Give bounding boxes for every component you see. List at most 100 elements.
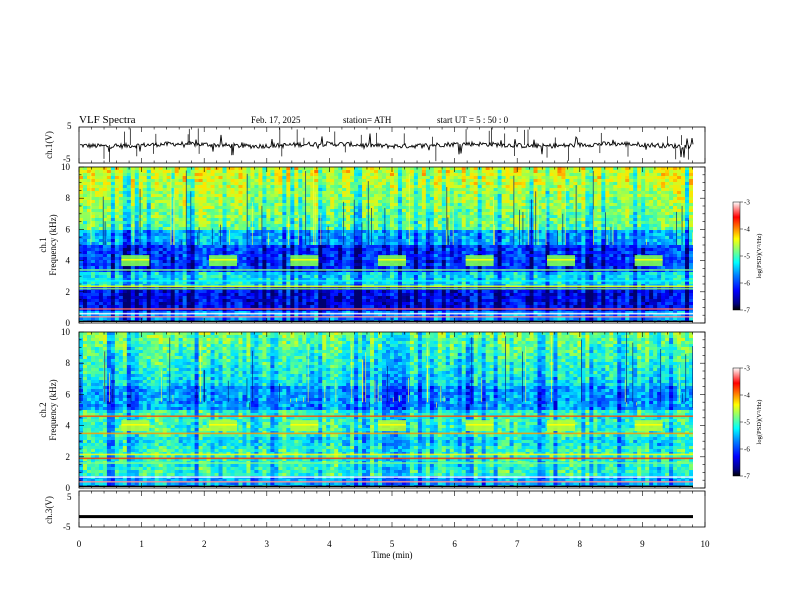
spectrogram-cell	[509, 185, 515, 189]
spectrogram-cell	[146, 251, 152, 255]
spectrogram-cell	[338, 248, 343, 252]
spectrogram-cell	[118, 176, 124, 180]
spectrogram-cell	[557, 248, 562, 252]
spectrogram-cell	[509, 236, 515, 240]
spectrogram-cell	[501, 239, 507, 243]
spectrogram-cell	[593, 206, 598, 210]
spectrogram-cell	[505, 224, 511, 228]
spectrogram-cell	[617, 251, 622, 255]
spectrogram-cell	[226, 167, 232, 171]
spectrogram-cell	[609, 251, 614, 255]
spectrogram-cell	[238, 224, 243, 228]
spectrogram-cell	[661, 176, 666, 180]
spectrogram-cell	[218, 176, 224, 180]
spectrogram-cell	[589, 179, 594, 183]
spectrogram-cell	[110, 215, 116, 219]
spectrogram-cell	[90, 188, 96, 192]
spectrogram-cell	[665, 197, 670, 201]
spectrogram-cell	[473, 239, 479, 243]
spectrogram-cell	[138, 191, 144, 195]
spectrogram-cell	[274, 179, 279, 183]
spectrogram-cell	[529, 170, 535, 174]
spectrogram-cell	[393, 236, 399, 240]
spectrogram-cell	[254, 230, 259, 234]
spectrogram-cell	[374, 209, 379, 213]
spectrogram-cell	[665, 212, 670, 216]
spectrogram-cell	[110, 233, 116, 237]
spectrogram-cell	[274, 230, 279, 234]
spectrogram-cell	[661, 254, 666, 258]
spectrogram-cell	[677, 224, 682, 228]
spectrogram-cell	[142, 227, 148, 231]
spectrogram-cell	[497, 236, 503, 240]
spectrogram-cell	[190, 182, 196, 186]
spectrogram-cell	[362, 233, 367, 237]
spectrogram-cell	[477, 227, 483, 231]
spectrogram-cell	[82, 248, 88, 252]
spectrogram-cell	[569, 188, 574, 192]
spectrogram-cell	[230, 209, 235, 213]
spectrogram-cell	[661, 218, 666, 222]
spectrogram-cell	[286, 167, 291, 171]
spectrogram-cell	[114, 218, 120, 222]
spectrogram-cell	[509, 191, 515, 195]
spectrogram-cell	[625, 248, 630, 252]
spectrogram-cell	[673, 233, 678, 237]
spectrogram-cell	[437, 203, 443, 207]
spectrogram-cell	[661, 206, 666, 210]
spectrogram-cell	[481, 185, 487, 189]
spectrogram-cell	[350, 173, 355, 177]
spectrogram-cell	[346, 167, 351, 171]
spectrogram-cell	[306, 179, 311, 183]
spectrogram-cell	[465, 200, 471, 204]
spectrogram-cell	[569, 242, 574, 246]
spectrogram-cell	[142, 221, 148, 225]
spectrogram-cell	[362, 200, 367, 204]
spectrogram-cell	[158, 227, 164, 231]
spectrogram-cell	[565, 239, 570, 243]
spectrogram-cell	[497, 176, 503, 180]
spectrogram-cell	[358, 239, 363, 243]
spectrogram-cell	[114, 173, 120, 177]
spectrogram-cell	[134, 167, 140, 171]
spectrogram-cell	[465, 230, 471, 234]
spectrogram-cell	[549, 170, 554, 174]
spectrogram-cell	[258, 215, 263, 219]
spectrogram-cell	[589, 212, 594, 216]
spectrogram-cell	[214, 212, 220, 216]
spectrogram-cell	[286, 206, 291, 210]
spectrogram-cell	[262, 203, 267, 207]
spectrogram-cell	[178, 167, 184, 171]
spectrogram-cell	[330, 245, 335, 249]
spectrogram-cell	[102, 215, 108, 219]
spectrogram-cell	[90, 167, 96, 171]
spectrogram-cell	[122, 251, 128, 255]
spectrogram-cell	[330, 200, 335, 204]
spectrogram-cell	[397, 182, 403, 186]
spectrogram-cell	[134, 230, 140, 234]
spectrogram-cell	[689, 179, 693, 183]
spectrogram-cell	[581, 170, 586, 174]
spectrogram-cell	[681, 242, 686, 246]
spectrogram-cell	[306, 221, 311, 225]
spectrogram-cell	[326, 203, 331, 207]
spectrogram-cell	[529, 176, 535, 180]
spectrogram-cell	[246, 170, 251, 174]
spectrogram-cell	[106, 215, 112, 219]
spectrogram-cell	[505, 176, 511, 180]
spectrogram-cell	[621, 227, 626, 231]
spectrogram-cell	[94, 230, 100, 234]
spectrogram-cell	[513, 200, 519, 204]
spectrogram-cell	[521, 236, 527, 240]
spectrogram-cell	[154, 182, 160, 186]
spectrogram-cell	[214, 197, 220, 201]
spectrogram-cell	[302, 185, 307, 189]
spectrogram-cell	[326, 188, 331, 192]
spectrogram-cell	[625, 170, 630, 174]
spectrogram-cell	[266, 224, 271, 228]
spectrogram-cell	[342, 197, 347, 201]
spectrogram-cell	[517, 179, 523, 183]
spectrogram-cell	[86, 233, 92, 237]
spectrogram-cell	[178, 236, 184, 240]
spectrogram-cell	[334, 188, 339, 192]
